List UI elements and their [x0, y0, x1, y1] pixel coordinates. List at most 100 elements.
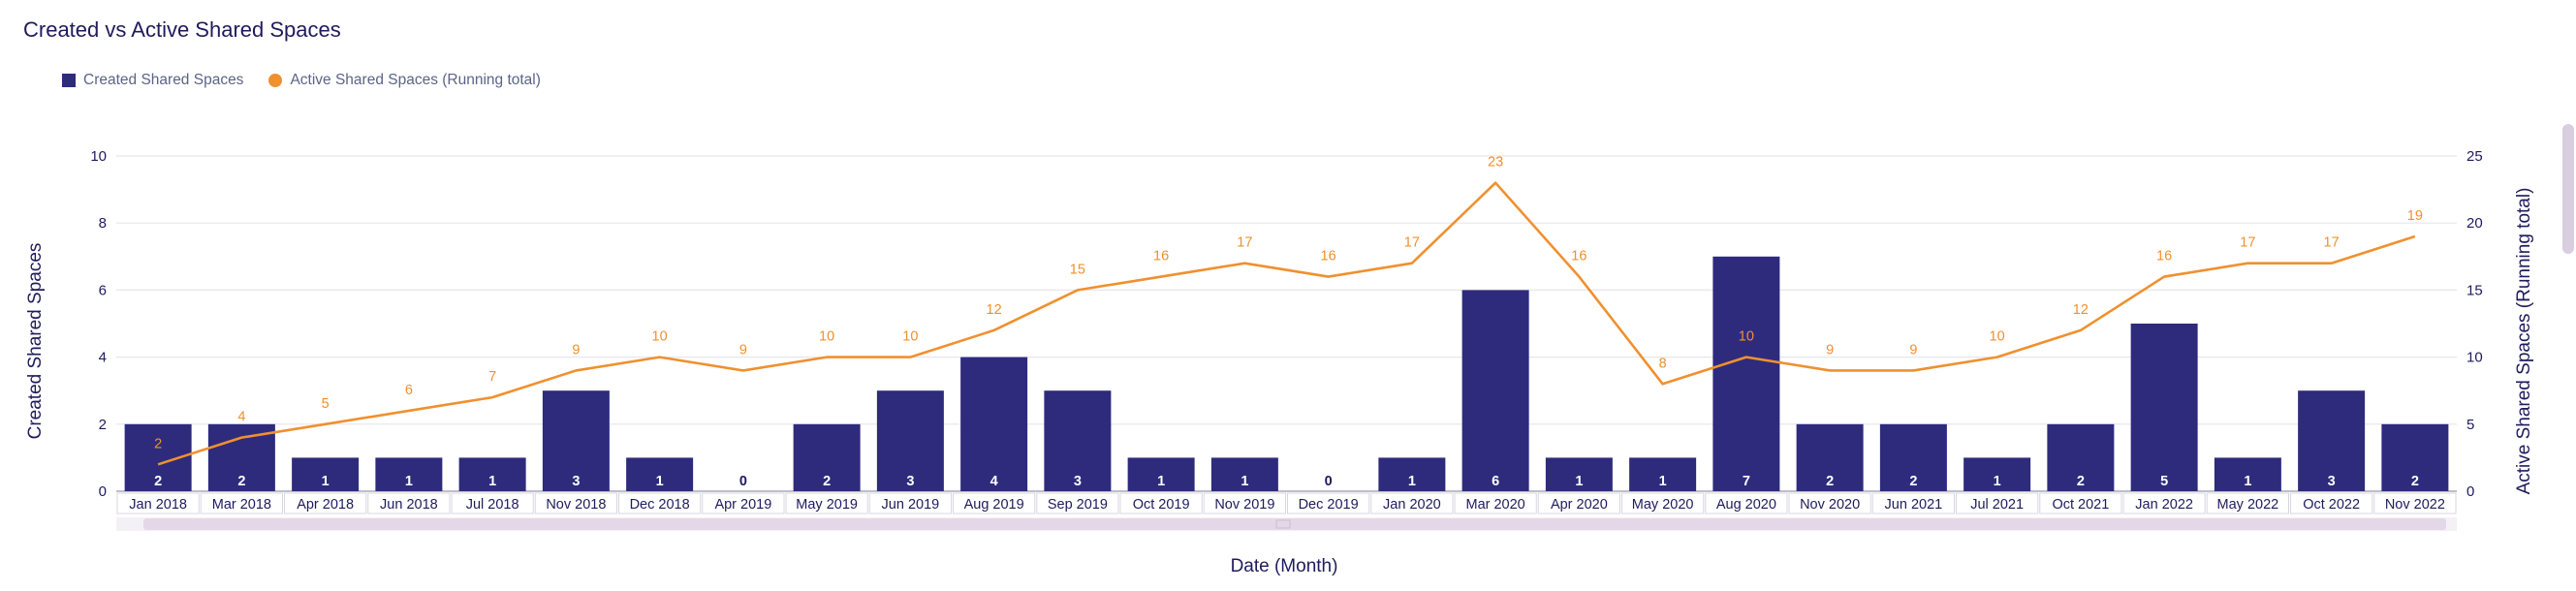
bar-value-label: 1	[1659, 474, 1667, 489]
x-tick-label: Jul 2018	[466, 497, 519, 513]
x-tick-label: Mar 2018	[212, 497, 271, 513]
y-left-tick-label: 4	[99, 350, 107, 366]
bar-swatch-icon	[62, 74, 76, 87]
x-tick-label: May 2020	[1632, 497, 1694, 513]
line-swatch-icon	[268, 74, 283, 87]
bar-value-label: 1	[488, 474, 496, 489]
bar	[1210, 457, 1278, 491]
x-tick-box	[2122, 492, 2206, 514]
bar-value-label: 7	[1743, 474, 1750, 489]
x-tick-box	[1537, 492, 1620, 514]
x-tick-box	[1287, 492, 1370, 514]
line-value-label: 10	[1739, 329, 1754, 345]
line-value-label: 17	[1404, 235, 1420, 251]
y-right-tick-label: 0	[2466, 483, 2474, 500]
x-tick-box	[534, 492, 617, 514]
x-tick-label: Mar 2020	[1465, 497, 1524, 513]
bar-value-label: 0	[1325, 474, 1333, 489]
y-right-tick-label: 25	[2466, 148, 2483, 165]
bar	[626, 457, 694, 491]
bar	[2214, 457, 2281, 491]
legend-item-active[interactable]: Active Shared Spaces (Running total)	[268, 72, 541, 89]
line-value-label: 12	[987, 302, 1002, 318]
bar-value-label: 3	[906, 474, 914, 489]
bar-value-label: 2	[1909, 474, 1917, 489]
y-right-tick-label: 15	[2466, 282, 2483, 298]
x-axis-title: Date (Month)	[1231, 556, 1338, 576]
x-tick-label: Dec 2019	[1299, 497, 1359, 513]
x-tick-box	[2290, 492, 2373, 514]
bar	[793, 423, 861, 491]
bar	[1629, 457, 1697, 491]
bar	[292, 457, 360, 491]
bar-value-label: 3	[2328, 474, 2336, 489]
x-tick-box	[1621, 492, 1705, 514]
x-tick-label: Jun 2021	[1885, 497, 1943, 513]
bar-value-label: 1	[1157, 474, 1165, 489]
x-tick-label: Oct 2021	[2052, 497, 2109, 513]
bar	[2130, 324, 2198, 491]
horizontal-scrollbar[interactable]	[116, 517, 2457, 531]
bar	[458, 457, 526, 491]
line-value-label: 16	[1321, 249, 1336, 264]
line-value-label: 19	[2407, 208, 2423, 224]
line-value-label: 10	[1990, 329, 2005, 345]
x-tick-label: Oct 2019	[1133, 497, 1190, 513]
x-tick-box	[1705, 492, 1788, 514]
bar	[2381, 423, 2449, 491]
x-tick-label: Nov 2020	[1800, 497, 1860, 513]
x-tick-label: Apr 2020	[1551, 497, 1608, 513]
bar-value-label: 2	[1826, 474, 1834, 489]
line-value-label: 8	[1659, 356, 1667, 371]
x-tick-box	[2206, 492, 2289, 514]
x-tick-box	[2373, 492, 2457, 514]
x-tick-label: May 2019	[796, 497, 858, 513]
scrollbar-thumb	[143, 518, 2446, 530]
bar-value-label: 4	[990, 474, 998, 489]
x-tick-label: Jul 2021	[1970, 497, 2024, 513]
bar	[1044, 390, 1112, 491]
x-tick-box	[1119, 492, 1203, 514]
line-value-label: 9	[572, 342, 580, 358]
bar	[960, 357, 1028, 491]
line-value-label: 16	[1571, 249, 1586, 264]
line-value-label: 15	[1070, 262, 1085, 277]
bar-value-label: 1	[1575, 474, 1583, 489]
running-total-line	[157, 181, 2416, 466]
bar-value-label: 2	[2077, 474, 2085, 489]
x-tick-box	[1203, 492, 1286, 514]
x-tick-label: Jun 2019	[882, 497, 940, 513]
y-left-tick-label: 8	[99, 215, 107, 232]
line-value-label: 4	[237, 410, 245, 425]
line-value-label: 16	[1153, 249, 1169, 264]
bar	[1963, 457, 2031, 491]
y-axis-right-title: Active Shared Spaces (Running total)	[2514, 188, 2534, 495]
line-value-label: 5	[322, 396, 330, 412]
x-tick-box	[618, 492, 702, 514]
x-tick-box	[1871, 492, 1955, 514]
x-tick-label: Nov 2019	[1214, 497, 1274, 513]
line-value-label: 2	[154, 436, 162, 451]
bar-value-label: 1	[2244, 474, 2251, 489]
legend-label-created: Created Shared Spaces	[83, 72, 244, 88]
vertical-scrollbar-thumb[interactable]	[2562, 124, 2574, 254]
x-tick-label: Oct 2022	[2303, 497, 2360, 513]
x-tick-box	[785, 492, 868, 514]
bar-value-label: 2	[154, 474, 162, 489]
x-tick-box	[953, 492, 1036, 514]
y-left-tick-label: 2	[99, 417, 107, 433]
x-tick-label: Jan 2022	[2135, 497, 2193, 513]
y-right-tick-label: 20	[2466, 215, 2483, 232]
line-value-label: 17	[2324, 235, 2340, 251]
bar-value-label: 1	[1994, 474, 2001, 489]
bar	[1461, 290, 1529, 491]
bar-value-label: 3	[1074, 474, 1082, 489]
legend-item-created[interactable]: Created Shared Spaces	[62, 72, 243, 89]
x-tick-label: Aug 2019	[964, 497, 1024, 513]
bar	[1712, 256, 1780, 491]
bar	[375, 457, 443, 491]
x-tick-box	[1454, 492, 1537, 514]
